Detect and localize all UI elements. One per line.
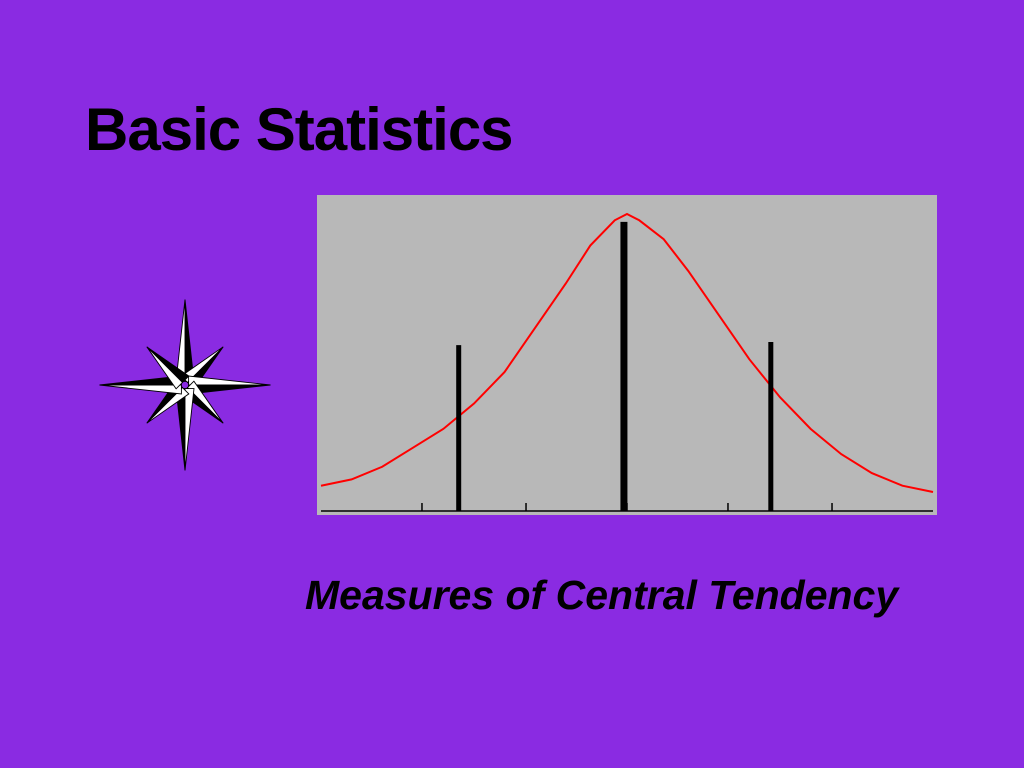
slide-title: Basic Statistics bbox=[85, 95, 513, 164]
slide-container: Basic Statistics Measures of Central Ten… bbox=[0, 0, 1024, 768]
slide-subtitle: Measures of Central Tendency bbox=[305, 572, 898, 619]
compass-star-icon bbox=[95, 295, 275, 475]
distribution-chart bbox=[317, 195, 937, 515]
